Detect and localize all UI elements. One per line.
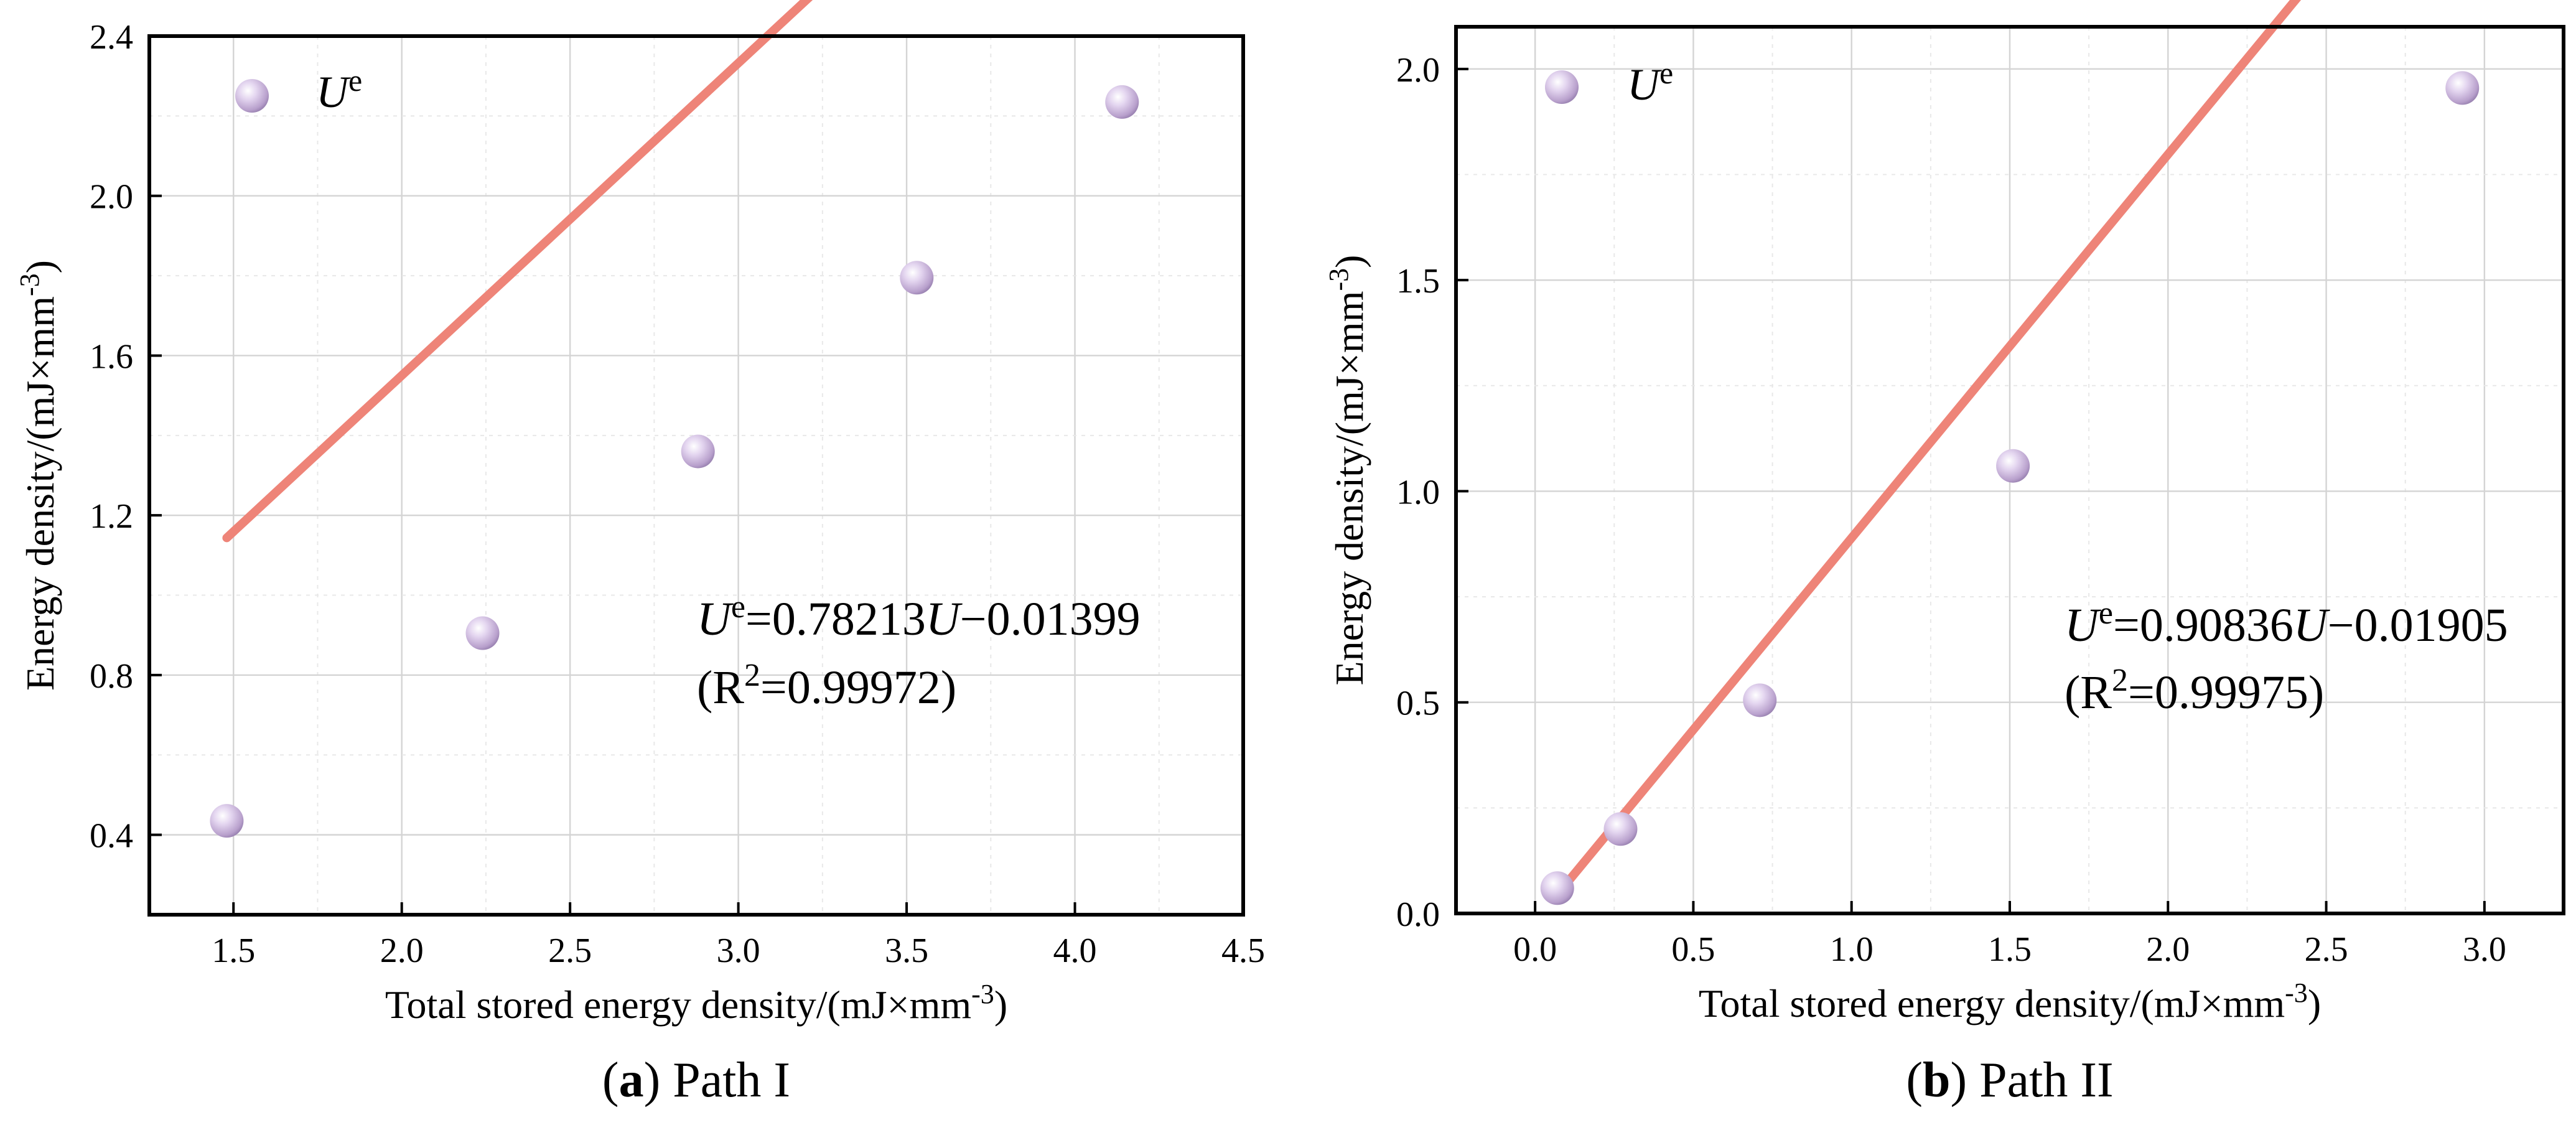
fit-line-a [222, 0, 813, 543]
data-point [1996, 449, 2030, 483]
data-point [1743, 683, 1777, 717]
y-tick-label: 1.6 [90, 337, 133, 376]
x-tick-label: 3.0 [2463, 930, 2506, 969]
points-a [210, 85, 1139, 838]
data-point [1540, 871, 1574, 905]
x-tick-label: 2.0 [2146, 930, 2190, 969]
x-tick-label: 1.0 [1830, 930, 1874, 969]
y-tick-label: 2.0 [1396, 51, 1440, 90]
legend-marker-b [1545, 70, 1579, 104]
x-tick-label: 1.5 [1988, 930, 2032, 969]
x-tick-label: 2.5 [2305, 930, 2348, 969]
ticks-b [1456, 67, 2486, 915]
r-squared-b: (R2=0.99975) [2065, 663, 2324, 719]
caption-b: (b) Path II [1906, 1053, 2113, 1108]
grid-b [1456, 27, 2564, 913]
data-point [1105, 85, 1139, 119]
data-point [465, 616, 500, 650]
data-point [210, 804, 244, 838]
ticks-a [149, 35, 1244, 915]
grid-a [149, 36, 1243, 915]
legend-b: Ue [1545, 55, 1673, 110]
plot-frame-a [147, 34, 1245, 917]
legend-label-a: Ue [316, 63, 362, 117]
y-tick-label: 0.8 [90, 657, 133, 696]
points-b [1540, 71, 2480, 905]
chart-panel-a: 1.5 2.0 2.5 3.0 3.5 4.0 4.50.40.81.21.62.02.4 … [14, 0, 1265, 1108]
data-point [900, 261, 934, 295]
fit-equation-a: Ue=0.78213U−0.01399 [697, 589, 1141, 645]
y-tick-label: 0.4 [90, 817, 133, 856]
y-axis-title-a: Energy density/(mJ×mm-3) [14, 260, 62, 691]
tick-labels-a: 1.5 2.0 2.5 3.0 3.5 4.0 4.5 0.4 0.8 1.2 1.6 2.0 2.4 [90, 18, 1265, 970]
fit-equation-b: Ue=0.90836U−0.01905 [2065, 595, 2508, 651]
data-point [1603, 812, 1638, 846]
data-point [681, 434, 715, 469]
x-tick-label: 4.0 [1053, 932, 1097, 970]
fit-line-b [1552, 0, 2302, 899]
x-tick-label: 3.5 [885, 932, 928, 970]
y-tick-label: 2.4 [90, 18, 133, 57]
x-tick-label: 0.5 [1671, 930, 1715, 969]
fit-line-segment [1552, 0, 2302, 899]
x-tick-label: 4.5 [1221, 932, 1265, 970]
x-tick-label: 1.5 [212, 932, 255, 970]
x-axis-title-a: Total stored energy density/(mJ×mm-3) [385, 979, 1007, 1027]
tick-labels-b: 0.0 0.5 1.0 1.5 2.0 2.5 3.0 0.0 0.5 1.0 1.5 2.0 [1396, 51, 2506, 969]
plot-frame-b [1454, 25, 2565, 915]
y-tick-label: 1.0 [1396, 473, 1440, 511]
x-tick-label: 3.0 [717, 932, 760, 970]
y-axis-title-b: Energy density/(mJ×mm-3) [1323, 255, 1371, 686]
fit-line-segment [222, 0, 813, 543]
x-tick-label: 2.0 [380, 932, 424, 970]
legend-marker-a [235, 79, 269, 113]
x-tick-label: 2.5 [548, 932, 592, 970]
x-tick-label: 0.0 [1513, 930, 1557, 969]
y-tick-label: 1.2 [90, 497, 133, 536]
chart-panel-b: 0.0 0.5 1.0 1.5 2.0 2.5 3.00.00.51.01.52.0 Ue … [1323, 0, 2565, 1108]
y-tick-label: 0.5 [1396, 684, 1440, 723]
x-axis-title-b: Total stored energy density/(mJ×mm-3) [1699, 978, 2321, 1025]
data-point [2445, 71, 2480, 105]
y-tick-label: 0.0 [1396, 895, 1440, 934]
legend-label-b: Ue [1627, 55, 1673, 110]
y-tick-label: 1.5 [1396, 262, 1440, 301]
legend-a: Ue [235, 63, 362, 117]
y-tick-label: 2.0 [90, 178, 133, 217]
caption-a: (a) Path I [602, 1053, 790, 1108]
r-squared-a: (R2=0.99972) [697, 658, 956, 714]
